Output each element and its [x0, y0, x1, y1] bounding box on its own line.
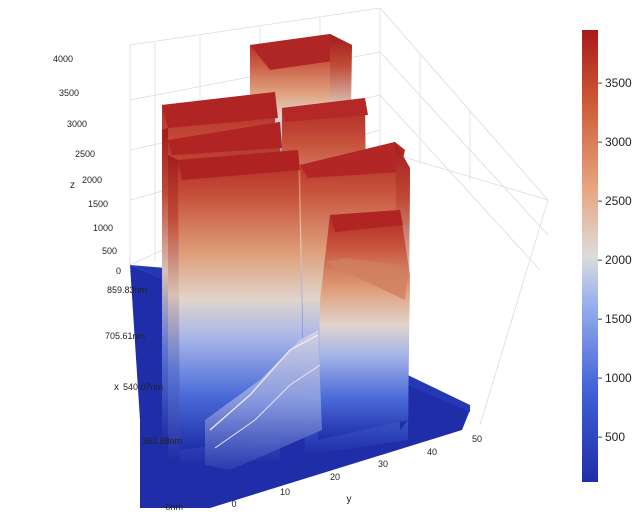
- y-axis-title: y: [347, 494, 352, 505]
- x-axis-title: x: [114, 382, 119, 393]
- colorbar-tick-label: 1000: [605, 371, 632, 385]
- colorbar: 500 1000 1500 2000 2500 3000 3500: [582, 30, 632, 482]
- y-axis: 0 10 20 30 40 50 y: [231, 434, 482, 509]
- x-axis: 859.83nm 705.61nm 540.07nm x 363.68nm 0n…: [105, 285, 183, 512]
- z-tick: 1000: [93, 223, 113, 233]
- z-tick: 500: [102, 246, 117, 256]
- colorbar-tick-label: 1500: [605, 312, 632, 326]
- x-tick: 705.61nm: [105, 331, 145, 341]
- y-tick: 30: [378, 459, 388, 469]
- y-tick: 40: [427, 447, 437, 457]
- z-tick: 3000: [67, 119, 87, 129]
- z-tick: 3500: [59, 88, 79, 98]
- colorbar-gradient: [582, 30, 598, 482]
- colorbar-tick-label: 3000: [605, 135, 632, 149]
- x-tick: 363.68nm: [142, 436, 182, 446]
- z-tick: 2000: [82, 175, 102, 185]
- colorbar-tick-label: 2000: [605, 253, 632, 267]
- z-tick: 1500: [88, 199, 108, 209]
- y-tick: 50: [472, 434, 482, 444]
- colorbar-tick-label: 500: [605, 430, 625, 444]
- x-tick: 540.07nm: [123, 382, 163, 392]
- surface-slope-front: [205, 330, 322, 470]
- surface-block-front-right: [318, 210, 410, 440]
- x-tick: 0nm: [165, 502, 183, 512]
- y-tick: 10: [280, 487, 290, 497]
- z-tick: 0: [116, 266, 121, 276]
- z-tick: 2500: [75, 149, 95, 159]
- z-tick: 4000: [53, 54, 73, 64]
- z-axis-title: z: [70, 180, 75, 191]
- colorbar-tick-label: 2500: [605, 194, 632, 208]
- y-tick: 0: [231, 499, 236, 509]
- colorbar-tick-label: 3500: [605, 76, 632, 90]
- y-tick: 20: [330, 472, 340, 482]
- x-tick: 859.83nm: [107, 285, 147, 295]
- z-axis: 4000 3500 3000 2500 2000 1500 1000 500 0…: [53, 54, 121, 276]
